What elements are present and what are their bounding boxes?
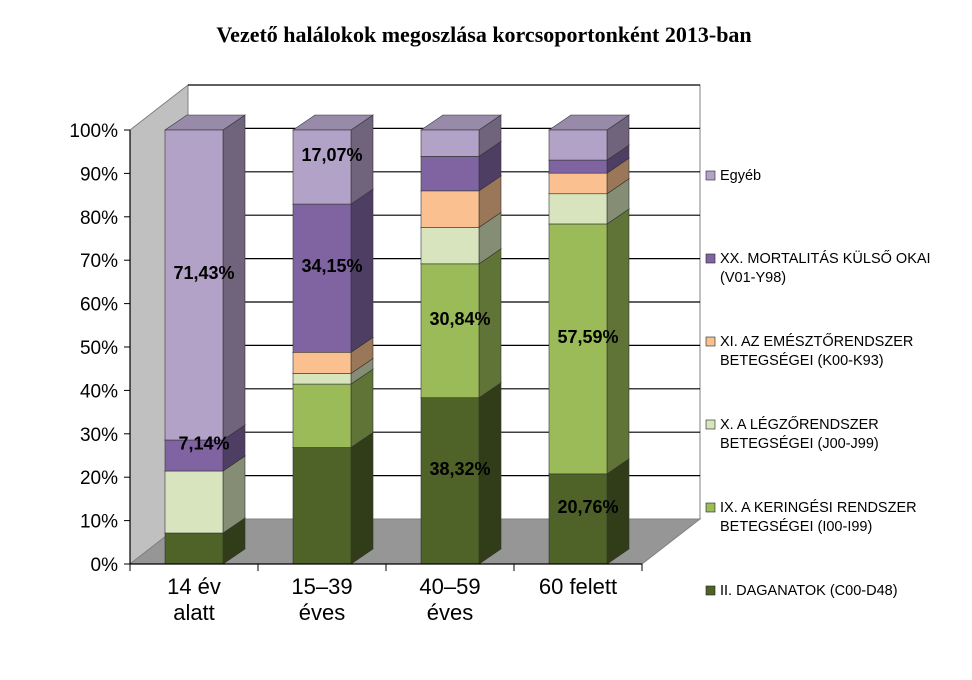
bar-front [548,159,608,174]
bar-front [164,129,224,441]
legend-entry: X. A LÉGZŐRENDSZER BETEGSÉGEI (J00-J99) [705,416,879,452]
y-axis-ticks: 0% 10% 20% 30% 40% 50% 60% 70% 80% 90% 100% [69,121,130,576]
legend-entry: XX. MORTALITÁS KÜLSŐ OKAI (V01-Y98) [705,249,931,286]
bar-front [292,351,352,374]
bars [164,114,630,565]
bar-front [292,373,352,385]
bar-front [420,129,480,157]
y-tick-label: 80% [80,208,118,229]
bar-front [548,223,608,475]
legend-label: XI. AZ EMÉSZTŐRENDSZER [720,333,913,350]
x-category-label: éves [427,600,473,625]
y-tick-label: 70% [80,251,118,272]
data-label: 71,43% [173,263,234,283]
bar-front [164,439,224,472]
legend-label: XX. MORTALITÁS KÜLSŐ OKAI [720,249,931,267]
data-label: 57,59% [557,327,618,347]
bar-segment [292,431,374,565]
y-tick-label: 20% [80,468,118,489]
legend-swatch [705,502,716,513]
legend-entry: IX. A KERINGÉSI RENDSZER BETEGSÉGEI (I00-… [705,499,917,535]
y-tick-label: 30% [80,425,118,446]
legend-label: Egyéb [720,168,761,184]
legend-label: (V01-Y98) [720,270,786,286]
x-category-label: 14 év [167,574,221,599]
bar-front [420,397,480,565]
x-category-label: 60 felett [539,574,617,599]
x-category-label: éves [299,600,345,625]
legend-swatch [705,336,716,347]
y-tick-label: 50% [80,338,118,359]
bar-front [164,470,224,534]
legend-label: IX. A KERINGÉSI RENDSZER [720,499,917,516]
x-category-label: alatt [173,600,215,625]
x-category-label: 40–59 [419,574,480,599]
bar-front [292,447,352,565]
bar-front [420,227,480,265]
y-tick-label: 0% [91,555,119,576]
legend-label: X. A LÉGZŐRENDSZER [720,416,879,433]
bar-front [548,193,608,225]
bar-front [548,172,608,195]
data-label: 7,14% [178,434,229,454]
legend-entry: Egyéb [705,168,761,184]
x-category-label: 15–39 [291,574,352,599]
bar-segment [548,208,630,475]
chart-title: Vezető halálokok megoszlása korcsoporton… [216,22,751,47]
bar-segment [164,114,246,441]
bar-segment [548,114,630,161]
y-tick-label: 10% [80,512,118,533]
bar-front [548,473,608,565]
legend-swatch [705,419,716,430]
legend-label: BETEGSÉGEI (K00-K93) [720,352,884,369]
legend-swatch [705,170,716,181]
legend-swatch [705,253,716,264]
legend-label: BETEGSÉGEI (I00-I99) [720,518,872,535]
bar-front [420,156,480,192]
bar-segment [420,382,502,565]
data-label: 38,32% [429,459,490,479]
bar-front [548,129,608,161]
y-tick-label: 60% [80,295,118,316]
bar-segment [292,114,374,205]
bar-front [292,383,352,448]
legend-entry: II. DAGANATOK (C00-D48) [705,583,898,599]
data-label: 34,15% [301,256,362,276]
bar-front [164,532,224,565]
bar-front [292,203,352,353]
data-label: 20,76% [557,497,618,517]
data-labels: 7,14% 71,43% 34,15% 17,07% 38,32% 30,84% 20,76… [173,145,618,517]
legend-swatch [705,585,716,596]
y-tick-label: 40% [80,381,118,402]
bar-side [350,431,374,565]
legend-label: II. DAGANATOK (C00-D48) [720,583,898,599]
y-tick-label: 90% [80,164,118,185]
bar-front [420,263,480,398]
bar-segment [420,114,502,157]
legend-entry: XI. AZ EMÉSZTŐRENDSZER BETEGSÉGEI (K00-K9… [705,333,913,369]
bar-segment [292,188,374,353]
data-label: 17,07% [301,145,362,165]
data-label: 30,84% [429,309,490,329]
bar-front [420,190,480,228]
legend-label: BETEGSÉGEI (J00-J99) [720,435,879,452]
y-tick-label: 100% [69,121,118,142]
bar-front [292,129,352,205]
